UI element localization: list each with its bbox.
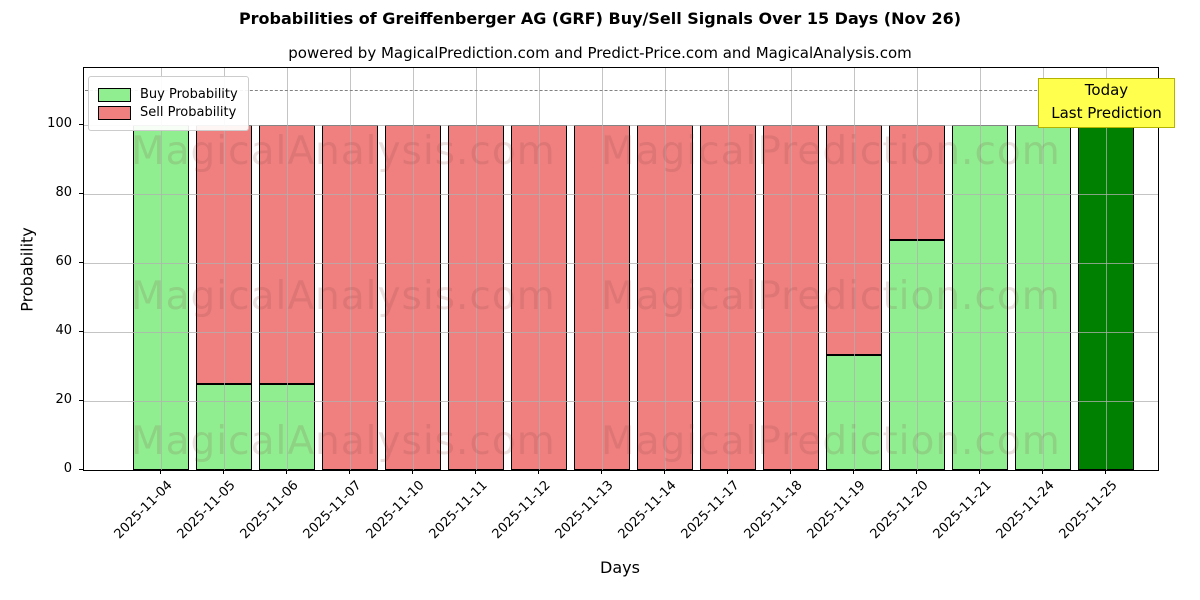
v-gridline-2025-11-24 xyxy=(1043,68,1044,470)
x-tick-2025-11-06 xyxy=(286,470,287,474)
x-axis-title: Days xyxy=(600,558,640,577)
x-tick-label-2025-11-11: 2025-11-11 xyxy=(426,478,491,543)
chart-subtitle: powered by MagicalPrediction.com and Pre… xyxy=(288,44,912,62)
watermark-analysis-row1: MagicalAnalysis.com xyxy=(131,129,556,174)
today-annotation-line2: Last Prediction xyxy=(1051,104,1162,122)
y-tick-label-60: 60 xyxy=(55,253,72,269)
watermark-analysis-row3: MagicalAnalysis.com xyxy=(131,419,556,464)
v-gridline-2025-11-04 xyxy=(161,68,162,470)
today-annotation: Today Last Prediction xyxy=(1038,78,1175,128)
legend-item-sell: Sell Probability xyxy=(98,105,238,120)
x-tick-label-2025-11-13: 2025-11-13 xyxy=(552,478,617,543)
x-tick-2025-11-17 xyxy=(727,470,728,474)
v-gridline-2025-11-20 xyxy=(917,68,918,470)
h-gridline-100 xyxy=(84,124,1158,126)
y-tick-20 xyxy=(79,399,83,401)
x-tick-2025-11-04 xyxy=(160,470,161,474)
x-tick-label-2025-11-12: 2025-11-12 xyxy=(489,478,554,543)
x-tick-label-2025-11-17: 2025-11-17 xyxy=(678,478,743,543)
sell-color-swatch xyxy=(98,105,131,120)
h-gridline-80 xyxy=(84,193,1158,195)
x-tick-2025-11-07 xyxy=(349,470,350,474)
v-gridline-2025-11-10 xyxy=(413,68,414,470)
x-tick-label-2025-11-20: 2025-11-20 xyxy=(867,478,932,543)
v-gridline-2025-11-14 xyxy=(665,68,666,470)
legend-label-buy: Buy Probability xyxy=(140,87,238,102)
y-tick-label-0: 0 xyxy=(63,461,72,476)
h-gridline-60 xyxy=(84,262,1158,264)
x-tick-2025-11-10 xyxy=(412,470,413,474)
chart-legend: Buy Probability Sell Probability xyxy=(88,76,249,131)
x-tick-label-2025-11-19: 2025-11-19 xyxy=(804,478,869,543)
watermark-prediction-row1: MagicalPrediction.com xyxy=(601,129,1061,174)
x-tick-2025-11-25 xyxy=(1105,470,1106,474)
watermark-prediction-row3: MagicalPrediction.com xyxy=(601,419,1061,464)
x-tick-label-2025-11-10: 2025-11-10 xyxy=(363,478,428,543)
v-gridline-2025-11-19 xyxy=(854,68,855,470)
x-tick-label-2025-11-07: 2025-11-07 xyxy=(300,478,365,543)
x-tick-label-2025-11-24: 2025-11-24 xyxy=(993,478,1058,543)
h-gridline-40 xyxy=(84,331,1158,333)
y-tick-40 xyxy=(79,330,83,332)
x-tick-2025-11-18 xyxy=(790,470,791,474)
v-gridline-2025-11-11 xyxy=(476,68,477,470)
x-tick-2025-11-14 xyxy=(664,470,665,474)
x-tick-2025-11-20 xyxy=(916,470,917,474)
v-gridline-2025-11-06 xyxy=(287,68,288,470)
y-tick-0 xyxy=(79,469,83,470)
x-tick-2025-11-19 xyxy=(853,470,854,474)
v-gridline-2025-11-13 xyxy=(602,68,603,470)
plot-area: MagicalAnalysis.com MagicalPrediction.com… xyxy=(83,67,1159,471)
x-tick-2025-11-05 xyxy=(223,470,224,474)
v-gridline-2025-11-17 xyxy=(728,68,729,470)
watermark-prediction-row2: MagicalPrediction.com xyxy=(601,274,1061,319)
x-tick-2025-11-13 xyxy=(601,470,602,474)
x-tick-label-2025-11-05: 2025-11-05 xyxy=(174,478,239,543)
buy-color-swatch xyxy=(98,87,131,102)
h-gridline-20 xyxy=(84,400,1158,402)
x-tick-2025-11-21 xyxy=(979,470,980,474)
x-tick-label-2025-11-18: 2025-11-18 xyxy=(741,478,806,543)
legend-item-buy: Buy Probability xyxy=(98,87,238,102)
x-tick-2025-11-24 xyxy=(1042,470,1043,474)
x-tick-2025-11-11 xyxy=(475,470,476,474)
y-tick-label-100: 100 xyxy=(47,115,72,131)
dashed-reference-line xyxy=(85,90,1157,92)
watermark-analysis-row2: MagicalAnalysis.com xyxy=(131,274,556,319)
today-annotation-line1: Today xyxy=(1084,81,1129,99)
chart-title: Probabilities of Greiffenberger AG (GRF)… xyxy=(238,9,962,28)
legend-label-sell: Sell Probability xyxy=(140,105,237,120)
y-tick-80 xyxy=(79,192,83,194)
y-tick-100 xyxy=(79,123,83,125)
v-gridline-2025-11-21 xyxy=(980,68,981,470)
x-tick-label-2025-11-06: 2025-11-06 xyxy=(237,478,302,543)
v-gridline-2025-11-25 xyxy=(1106,68,1107,470)
y-tick-label-20: 20 xyxy=(55,391,72,407)
x-tick-label-2025-11-21: 2025-11-21 xyxy=(930,478,995,543)
x-tick-label-2025-11-04: 2025-11-04 xyxy=(111,478,176,543)
x-tick-label-2025-11-14: 2025-11-14 xyxy=(615,478,680,543)
v-gridline-2025-11-05 xyxy=(224,68,225,470)
y-tick-label-80: 80 xyxy=(55,184,72,200)
x-tick-label-2025-11-25: 2025-11-25 xyxy=(1056,478,1121,543)
y-tick-label-40: 40 xyxy=(55,322,72,338)
x-tick-2025-11-12 xyxy=(538,470,539,474)
y-tick-60 xyxy=(79,261,83,263)
v-gridline-2025-11-12 xyxy=(539,68,540,470)
v-gridline-2025-11-07 xyxy=(350,68,351,470)
v-gridline-2025-11-18 xyxy=(791,68,792,470)
